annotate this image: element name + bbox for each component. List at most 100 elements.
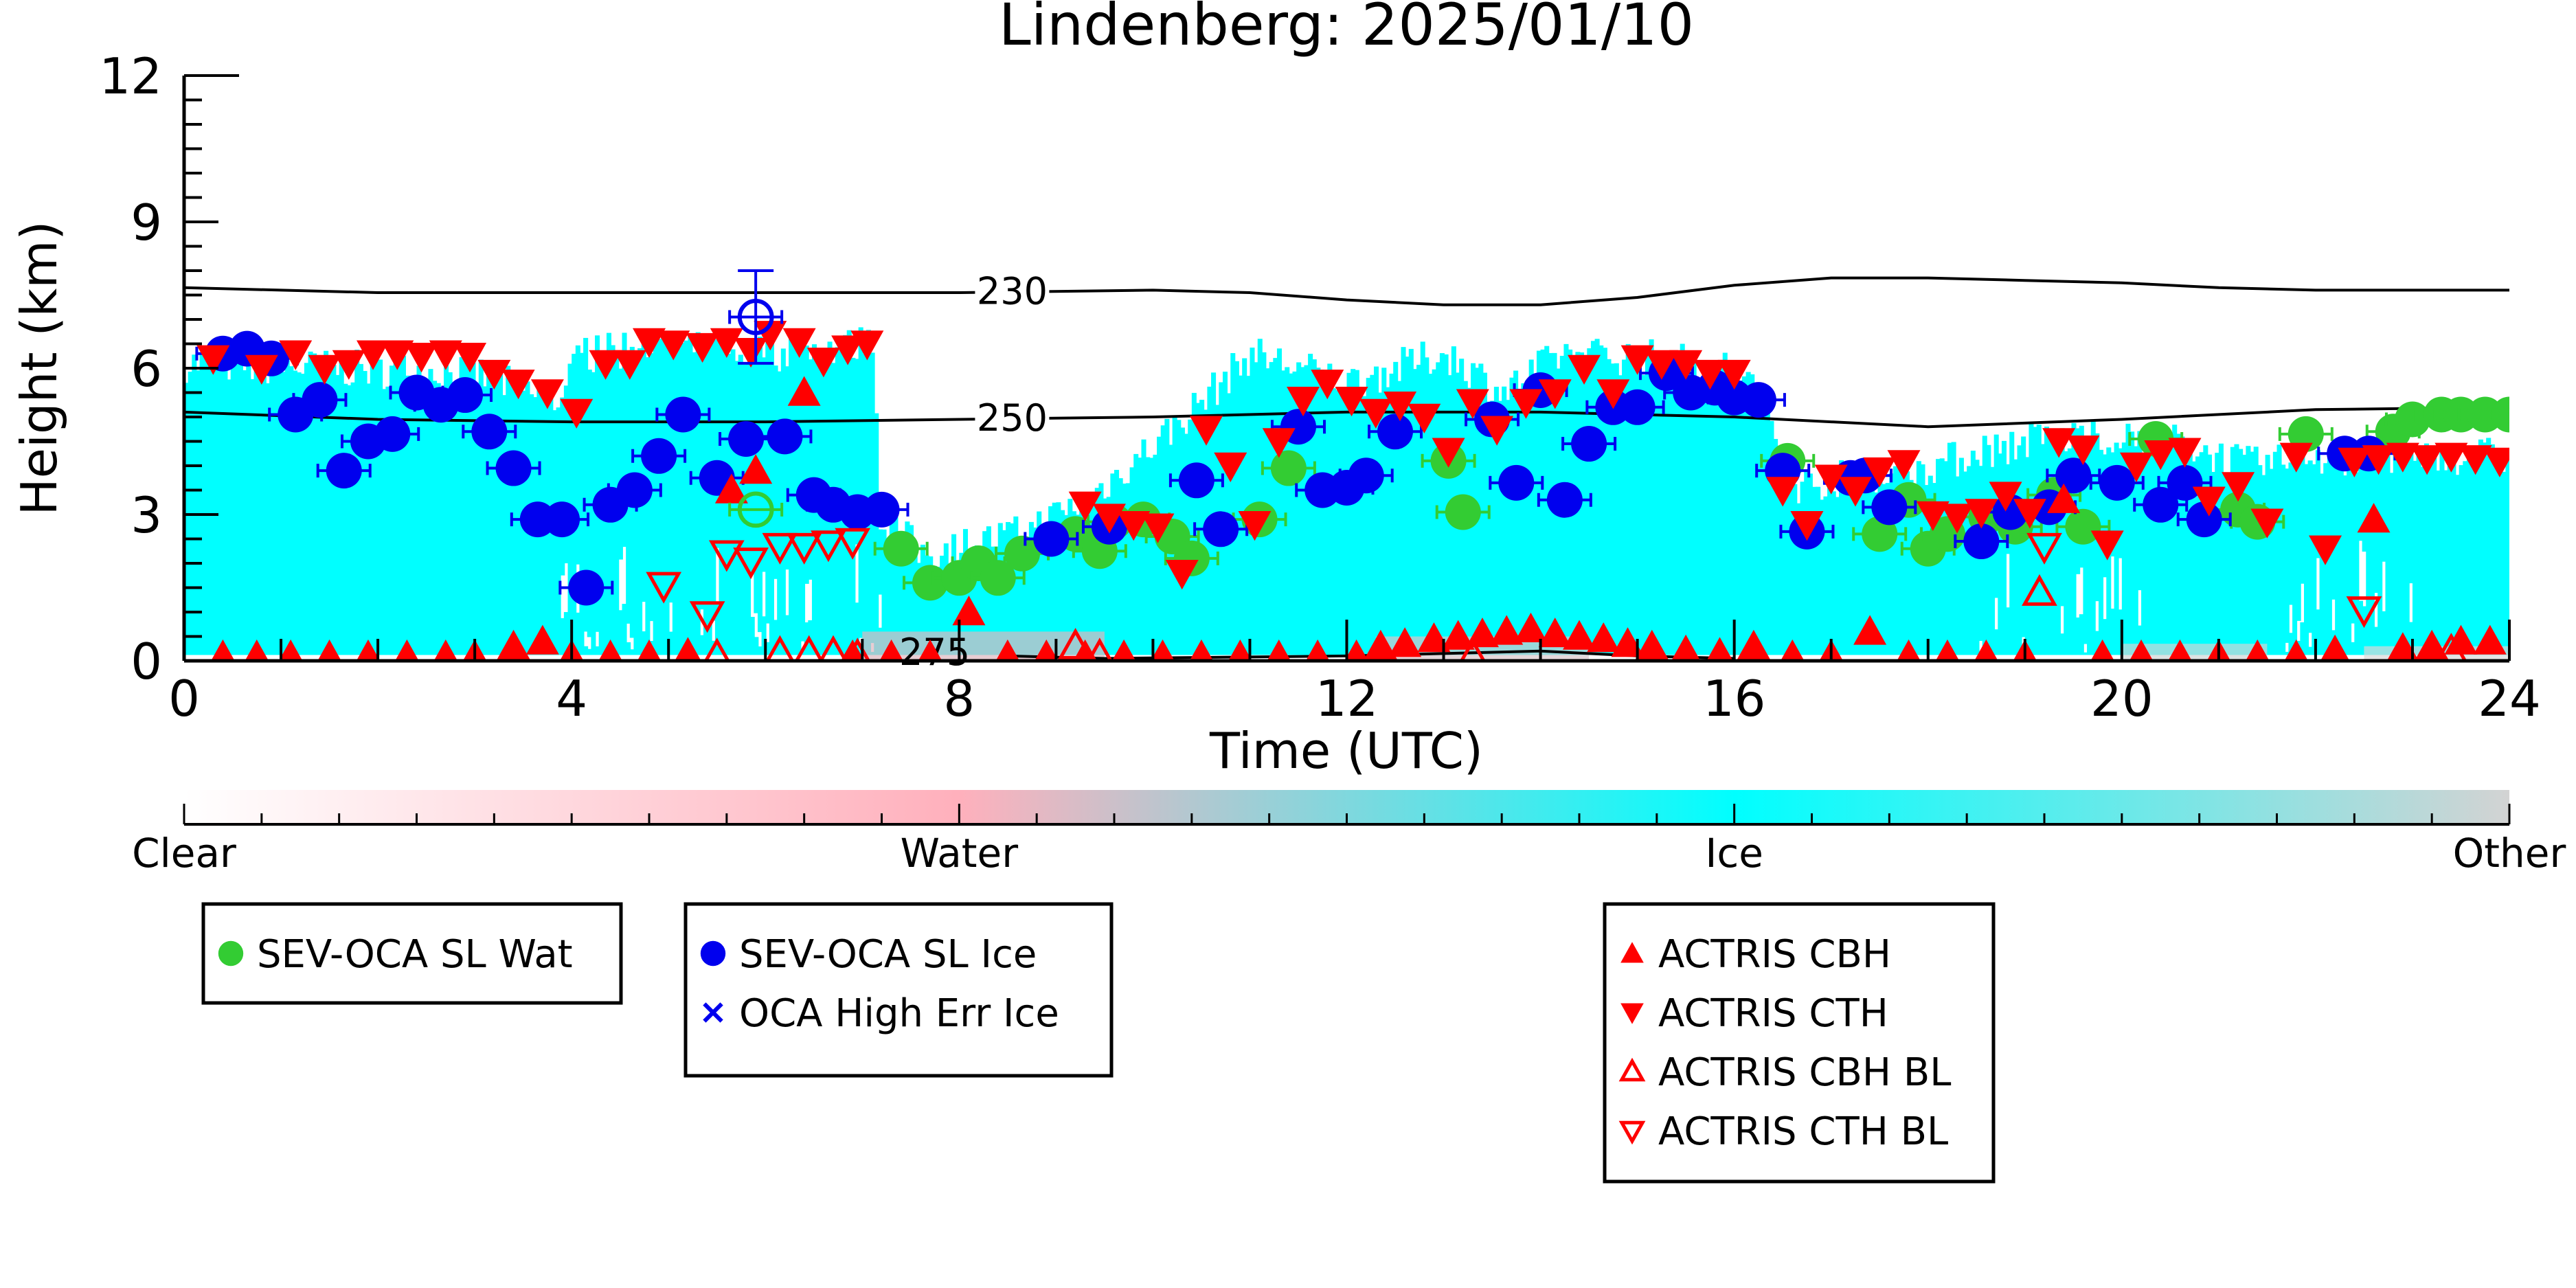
ice-shading bbox=[1877, 466, 1883, 655]
data-point bbox=[646, 572, 682, 604]
ice-shading bbox=[1598, 345, 1604, 655]
ice-shading bbox=[1870, 480, 1875, 655]
ice-shading bbox=[2489, 444, 2495, 655]
data-point bbox=[429, 340, 462, 370]
data-point bbox=[818, 635, 848, 661]
ice-shading bbox=[195, 370, 201, 655]
legend-box-3: ACTRIS CBH ACTRIS CTH ACTRIS CBH BL ACTRIS … bbox=[1603, 902, 1996, 1184]
ice-shading bbox=[618, 610, 623, 655]
data-point bbox=[2250, 508, 2284, 539]
ice-shading bbox=[1645, 351, 1650, 655]
series-actris-cth bbox=[196, 321, 2509, 590]
ice-shading bbox=[1993, 629, 1999, 655]
ice-shading bbox=[1276, 348, 1283, 655]
data-point bbox=[2186, 501, 2222, 538]
ice-shading bbox=[2114, 442, 2119, 655]
legend-frame bbox=[201, 902, 623, 1005]
data-point bbox=[1814, 464, 1848, 495]
ice-shading bbox=[2358, 600, 2364, 655]
ice-shading bbox=[1141, 439, 1146, 655]
ice-shading bbox=[2172, 425, 2178, 655]
ice-shading bbox=[2362, 606, 2367, 655]
ice-shading bbox=[2048, 436, 2053, 655]
ice-shading bbox=[2110, 452, 2115, 557]
ice-shading bbox=[2246, 446, 2251, 655]
ice-shading bbox=[2303, 464, 2309, 655]
data-point bbox=[754, 321, 787, 351]
data-point bbox=[831, 335, 865, 365]
ice-shading bbox=[249, 379, 255, 655]
ice-shading bbox=[273, 369, 278, 655]
data-point bbox=[786, 532, 822, 565]
ice-shading bbox=[1866, 474, 1871, 655]
ice-shading bbox=[1819, 499, 1824, 655]
ice-shading bbox=[2463, 461, 2468, 655]
legend-label: ACTRIS CBH BL bbox=[1658, 1050, 1951, 1095]
ice-shading bbox=[804, 346, 809, 584]
ice-shading bbox=[641, 631, 646, 655]
data-point bbox=[1178, 462, 1214, 499]
data-point bbox=[1364, 629, 1397, 659]
data-point bbox=[560, 398, 594, 429]
ice-shading bbox=[1103, 498, 1108, 655]
data-point bbox=[1086, 637, 1113, 661]
ice-shading bbox=[2059, 633, 2065, 655]
ice-shading bbox=[982, 531, 988, 655]
ice-shading bbox=[443, 364, 449, 655]
ice-shading bbox=[579, 352, 585, 655]
ice-shading bbox=[1416, 365, 1422, 655]
data-point bbox=[1287, 386, 1320, 417]
ice-shading bbox=[2300, 449, 2305, 584]
ice-shading bbox=[335, 374, 341, 655]
data-point bbox=[1465, 617, 1499, 648]
ice-shading bbox=[1436, 362, 1441, 655]
x-tick-label: 0 bbox=[168, 670, 200, 727]
ice-shading bbox=[2168, 448, 2173, 655]
x-tick-label: 16 bbox=[1703, 670, 1766, 727]
data-point bbox=[1359, 398, 1392, 429]
data-point bbox=[2099, 464, 2135, 501]
ice-shading bbox=[2145, 446, 2150, 655]
ice-shading bbox=[1075, 515, 1081, 655]
y-tick-label: 0 bbox=[131, 633, 162, 690]
ice-shading bbox=[300, 374, 306, 655]
data-point bbox=[1383, 392, 1417, 422]
vertical-error-bar bbox=[738, 269, 774, 365]
ice-shading bbox=[1505, 400, 1511, 655]
data-point bbox=[526, 624, 559, 655]
ice-shading bbox=[2187, 450, 2193, 655]
ice-shading bbox=[1067, 499, 1073, 655]
ice-shading bbox=[1122, 483, 1127, 655]
ice-shading bbox=[2206, 454, 2213, 655]
ice-shading bbox=[378, 359, 383, 655]
ice-shading bbox=[714, 339, 720, 548]
ice-shading bbox=[1761, 407, 1767, 655]
ice-shading bbox=[1032, 527, 1038, 655]
ice-shading bbox=[242, 370, 247, 655]
data-point bbox=[2168, 438, 2202, 468]
data-point bbox=[395, 639, 419, 661]
ice-shading bbox=[1827, 477, 1833, 655]
ice-shading bbox=[563, 385, 569, 563]
ice-shading bbox=[1373, 366, 1379, 655]
ice-shading bbox=[350, 382, 356, 655]
ice-shading bbox=[1439, 353, 1445, 655]
ice-shading bbox=[908, 525, 914, 655]
ice-shading bbox=[494, 371, 499, 655]
data-point bbox=[1766, 477, 1800, 507]
data-point bbox=[1965, 499, 1998, 529]
ice-shading bbox=[2064, 451, 2069, 655]
ice-shading bbox=[2180, 436, 2185, 655]
ice-shading bbox=[1680, 343, 1685, 655]
chart-title: Lindenberg: 2025/01/10 bbox=[999, 0, 1694, 58]
ice-shading bbox=[1583, 374, 1588, 655]
ice-shading bbox=[2350, 642, 2355, 655]
ice-shading bbox=[2420, 466, 2426, 655]
ice-shading bbox=[1408, 348, 1414, 655]
ice-shading bbox=[2428, 448, 2433, 655]
ice-shading bbox=[289, 366, 294, 655]
ice-shading bbox=[2129, 431, 2135, 655]
legend-frame bbox=[683, 902, 1114, 1078]
ice-shading bbox=[1792, 484, 1798, 655]
ice-shading bbox=[595, 646, 600, 655]
